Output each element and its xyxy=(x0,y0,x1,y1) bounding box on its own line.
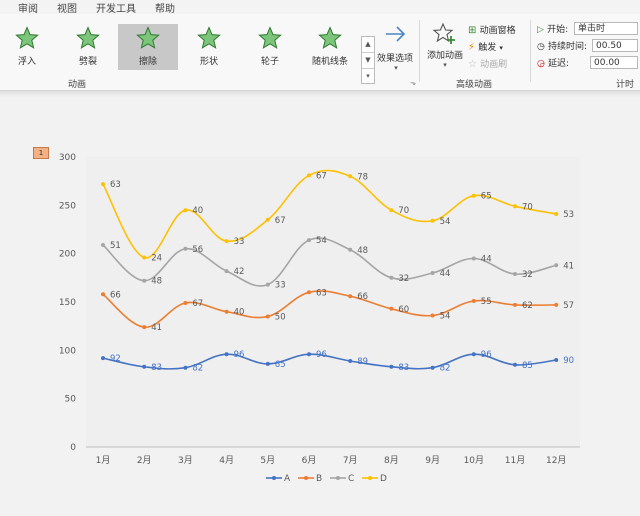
menu-item-help[interactable]: 帮助 xyxy=(155,4,175,15)
group-animation-label: 动画 xyxy=(68,80,87,90)
effect-options-label: 效果选项 xyxy=(376,54,413,64)
painter-star-icon: ☆ xyxy=(468,59,477,70)
duration-label: 持续时间: xyxy=(548,42,588,52)
animation-pane-button[interactable]: ⊞ 动画窗格 xyxy=(468,23,516,36)
gallery-scroll[interactable]: ▲ ▼ ▾ xyxy=(361,36,375,84)
star-float-icon xyxy=(15,26,39,49)
gallery-up-icon[interactable]: ▲ xyxy=(362,37,374,53)
group-advanced-label: 高级动画 xyxy=(456,80,493,90)
animation-order-tag[interactable]: 1 xyxy=(33,147,49,159)
gallery-down-icon[interactable]: ▼ xyxy=(362,53,374,69)
chevron-down-icon: ▾ xyxy=(394,64,398,72)
trigger-button[interactable]: ⚡ 触发 ▾ xyxy=(468,40,503,53)
star-split-icon xyxy=(76,26,100,49)
effect-options-button[interactable]: 效果选项 ▾ xyxy=(376,22,414,74)
start-label: 开始: xyxy=(547,25,569,35)
gallery-more-icon[interactable]: ▾ xyxy=(366,72,370,80)
chevron-down-icon: ▾ xyxy=(499,44,503,52)
menu-item-review[interactable]: 审阅 xyxy=(18,4,38,15)
animation-star-split[interactable]: 劈裂 xyxy=(58,24,118,70)
star-wheel-icon xyxy=(258,26,282,49)
add-animation-label: 添加动画 xyxy=(426,51,463,61)
star-shape-icon xyxy=(197,26,221,49)
menu-bar: 审阅 视图 开发工具 帮助 xyxy=(0,0,640,15)
arrow-right-icon xyxy=(386,26,406,42)
ribbon: 浮入 劈裂 擦除 形状 轮子 随机线条 ▲ ▼ ▾ 效果选项 ▾ 动画 ⬎ 添加动画 ▾ … xyxy=(0,14,640,91)
animation-label: 轮子 xyxy=(260,57,279,67)
add-animation-button[interactable]: 添加动画 ▾ xyxy=(425,20,465,70)
animation-star-wipe[interactable]: 擦除 xyxy=(118,24,178,70)
animation-star-wheel[interactable]: 轮子 xyxy=(240,24,300,70)
start-select[interactable]: 单击时 xyxy=(574,22,638,35)
star-lines-icon xyxy=(318,26,342,49)
animation-star-float[interactable]: 浮入 xyxy=(0,24,57,70)
star-wipe-icon xyxy=(136,26,160,49)
menu-item-view[interactable]: 视图 xyxy=(57,4,77,15)
animation-pane-icon: ⊞ xyxy=(468,25,477,36)
delay-row: ◶ 延迟: xyxy=(537,56,569,69)
animation-star-shape[interactable]: 形状 xyxy=(179,24,239,70)
add-star-icon xyxy=(432,22,455,44)
animation-label: 劈裂 xyxy=(78,57,97,67)
chevron-down-icon: ▾ xyxy=(443,61,447,69)
animation-label: 浮入 xyxy=(17,57,36,67)
animation-label: 擦除 xyxy=(138,57,157,67)
ribbon-shadow xyxy=(0,91,640,97)
start-row: ▷ 开始: xyxy=(537,22,568,35)
trigger-label: 触发 xyxy=(478,43,497,53)
clock-icon: ◷ xyxy=(537,42,545,52)
animation-label: 形状 xyxy=(199,57,218,67)
delay-label: 延迟: xyxy=(548,59,570,69)
play-icon: ▷ xyxy=(537,25,544,35)
separator xyxy=(530,20,531,82)
menu-item-developer[interactable]: 开发工具 xyxy=(96,4,136,15)
animation-painter-label: 动画刷 xyxy=(480,60,508,70)
animation-pane-label: 动画窗格 xyxy=(479,26,516,36)
duration-field[interactable]: 00.50 xyxy=(592,39,638,52)
separator xyxy=(419,20,420,82)
duration-row: ◷ 持续时间: xyxy=(537,39,587,52)
animation-star-lines[interactable]: 随机线条 xyxy=(300,24,360,70)
animation-label: 随机线条 xyxy=(311,57,348,67)
delay-clock-icon: ◶ xyxy=(537,59,545,69)
dialog-launcher-icon[interactable]: ⬎ xyxy=(410,79,416,87)
delay-field[interactable]: 00.00 xyxy=(590,56,638,69)
slide-canvas xyxy=(0,104,640,516)
animation-painter-button[interactable]: ☆ 动画刷 xyxy=(468,57,507,70)
group-timing-label: 计时 xyxy=(616,80,635,90)
lightning-icon: ⚡ xyxy=(468,42,476,53)
